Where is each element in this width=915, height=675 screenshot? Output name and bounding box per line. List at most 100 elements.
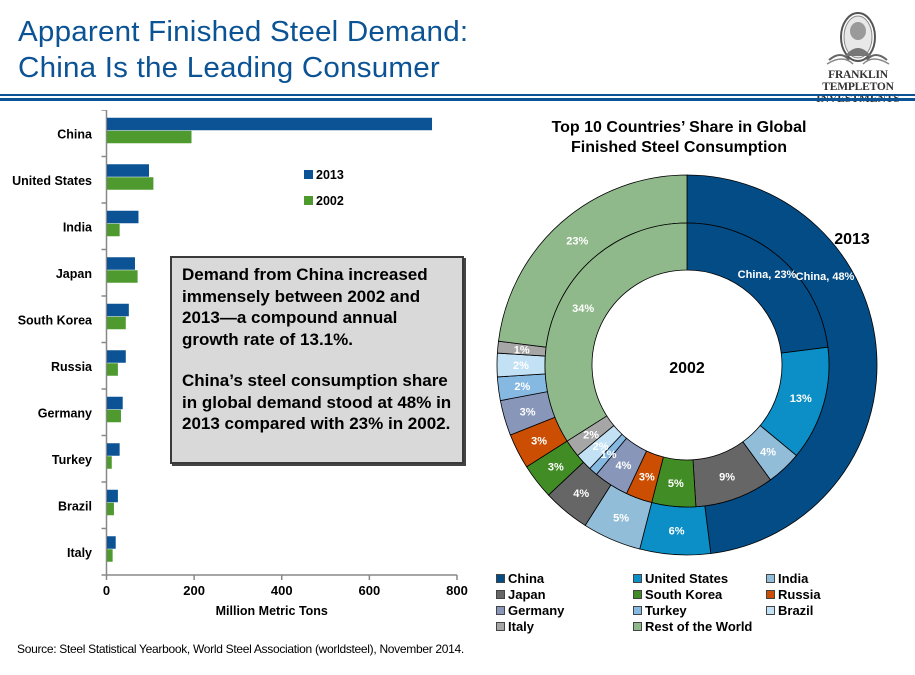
data-label-2013-rest-of-the-world: 23% xyxy=(566,235,588,247)
franklin-templeton-logo: FRANKLIN TEMPLETON INVESTMENTS xyxy=(806,10,910,105)
category-label: Turkey xyxy=(52,453,92,467)
bar-2002-united-states xyxy=(107,177,154,190)
legend-item-united-states: United States xyxy=(633,571,728,586)
bar-2013-china xyxy=(107,117,433,131)
data-label-2002-india: 4% xyxy=(760,446,776,458)
legend-label: Turkey xyxy=(645,603,687,618)
x-tick-label: 0 xyxy=(103,583,110,598)
legend-label: United States xyxy=(645,571,729,586)
legend-swatch-2013 xyxy=(304,170,313,179)
page-title-line2: China Is the Leading Consumer xyxy=(18,52,440,84)
legend-label: Italy xyxy=(508,619,535,634)
data-label-2002-italy: 2% xyxy=(583,430,599,442)
bar-2002-germany xyxy=(107,409,121,423)
legend-item-germany: Germany xyxy=(496,603,564,618)
legend-swatch xyxy=(496,622,505,631)
category-label: United States xyxy=(12,174,92,188)
data-label-2002-turkey: 1% xyxy=(601,449,617,461)
bar-2013-brazil xyxy=(107,489,118,503)
legend-swatch xyxy=(496,574,505,583)
legend-item-south-korea: South Korea xyxy=(633,587,722,602)
category-label: Brazil xyxy=(58,499,92,513)
data-label-2013-china: China, 48% xyxy=(796,271,855,283)
x-tick-label: 800 xyxy=(446,583,468,598)
legend-swatch xyxy=(496,606,505,615)
legend-swatch xyxy=(633,574,642,583)
portrait-medallion-icon xyxy=(826,12,890,65)
bar-2002-japan xyxy=(107,270,138,283)
legend-label: Russia xyxy=(778,587,821,602)
legend-item-russia: Russia xyxy=(766,587,821,602)
x-tick-label: 600 xyxy=(359,583,381,598)
data-label-2013-italy: 1% xyxy=(514,344,530,356)
data-label-2013-india: 5% xyxy=(613,512,629,524)
legend-label: Japan xyxy=(508,587,546,602)
source-note: Source: Steel Statistical Yearbook, Worl… xyxy=(17,642,464,656)
legend-item-italy: Italy xyxy=(496,619,534,634)
legend-item-rest-of-the-world: Rest of the World xyxy=(633,619,752,634)
legend-label-2013: 2013 xyxy=(316,168,344,182)
legend-swatch xyxy=(633,622,642,631)
bar-chart: 0 200 400 600 800 Million Metric Tons China Uni… xyxy=(12,110,468,618)
page-title: Apparent Finished Steel Demand: China Is… xyxy=(18,14,468,86)
legend-label-2002: 2002 xyxy=(316,194,344,208)
category-label: India xyxy=(63,220,93,234)
bar-2013-south-korea xyxy=(107,303,129,317)
data-label-2013-south-korea: 3% xyxy=(548,462,564,474)
legend-label: China xyxy=(508,571,545,586)
data-label-2013-turkey: 2% xyxy=(514,381,530,393)
x-tick-label: 200 xyxy=(183,583,205,598)
bar-2013-germany xyxy=(107,396,123,410)
legend-label: Rest of the World xyxy=(645,619,753,634)
donut-chart: Top 10 Countries’ Share in Global Finish… xyxy=(496,119,878,556)
category-label: South Korea xyxy=(18,313,93,327)
logo-text-line1: FRANKLIN TEMPLETON xyxy=(822,69,894,93)
legend-item-japan: Japan xyxy=(496,587,546,602)
page-title-line1: Apparent Finished Steel Demand: xyxy=(18,16,469,48)
category-label: Japan xyxy=(56,267,92,281)
bar-2013-italy xyxy=(107,536,116,549)
bar-2002-russia xyxy=(107,363,118,376)
bar-2002-brazil xyxy=(107,502,114,516)
bar-2013-india xyxy=(107,210,139,224)
legend-label: Brazil xyxy=(778,603,814,618)
x-axis-title: Million Metric Tons xyxy=(216,604,328,618)
legend-swatch xyxy=(633,606,642,615)
data-label-2002-south-korea: 5% xyxy=(668,478,684,490)
data-label-2002-japan: 9% xyxy=(719,471,735,483)
legend-label: South Korea xyxy=(645,587,723,602)
data-label-2002-russia: 3% xyxy=(639,471,655,483)
legend-item-china: China xyxy=(496,571,544,586)
bar-2013-russia xyxy=(107,350,126,363)
donut-title-line2: Finished Steel Consumption xyxy=(571,139,787,156)
data-label-2013-united-states: 6% xyxy=(669,526,685,538)
bar-2013-japan xyxy=(107,257,135,270)
data-label-2013-germany: 3% xyxy=(520,406,536,418)
legend-item-brazil: Brazil xyxy=(766,603,813,618)
donut-title-line1: Top 10 Countries’ Share in Global xyxy=(552,119,807,136)
category-label: China xyxy=(57,127,93,141)
bar-2013-turkey xyxy=(107,443,120,456)
inner-ring-year-label: 2002 xyxy=(669,360,705,377)
legend-swatch-2002 xyxy=(304,196,313,205)
legend-label: Germany xyxy=(508,603,565,618)
legend-swatch xyxy=(766,590,775,599)
data-label-2002-rest-of-the-world: 34% xyxy=(572,303,594,315)
category-label: Germany xyxy=(38,406,92,420)
callout-paragraph-1: Demand from China increased immensely be… xyxy=(182,265,428,349)
legend-swatch xyxy=(766,606,775,615)
bar-2002-italy xyxy=(107,549,113,562)
callout-box: Demand from China increased immensely be… xyxy=(170,256,464,464)
legend-item-turkey: Turkey xyxy=(633,603,687,618)
data-label-2002-china: China, 23% xyxy=(738,269,797,281)
legend-label: India xyxy=(778,571,809,586)
outer-ring-year-label: 2013 xyxy=(834,231,870,248)
bar-2013-united-states xyxy=(107,164,149,177)
bar-2002-china xyxy=(107,130,192,144)
data-label-2013-brazil: 2% xyxy=(513,360,529,372)
x-tick-label: 400 xyxy=(271,583,293,598)
data-label-2002-germany: 4% xyxy=(616,460,632,472)
bar-2002-turkey xyxy=(107,456,112,469)
header-rule-thin xyxy=(0,94,915,96)
slice-2002-rest-of-the-world xyxy=(544,222,688,442)
